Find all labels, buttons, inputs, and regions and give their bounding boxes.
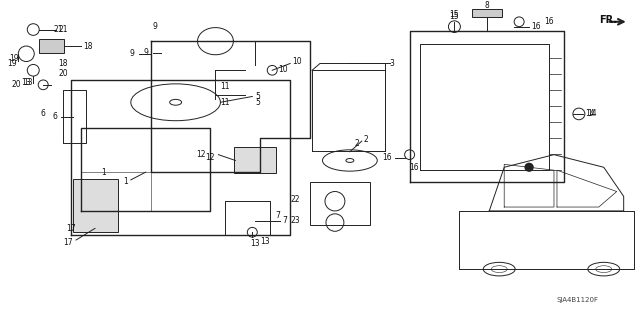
Text: 15: 15 [450, 12, 460, 21]
Text: 16: 16 [410, 163, 419, 172]
Text: 18: 18 [83, 41, 93, 50]
Bar [39, 39, 64, 53]
Text: 16: 16 [531, 22, 541, 31]
Text: 7: 7 [282, 216, 287, 225]
Text: 6: 6 [41, 109, 45, 118]
Text: 15: 15 [450, 11, 460, 19]
Text: 9: 9 [153, 22, 157, 31]
Text: 19: 19 [10, 54, 19, 63]
Text: 13: 13 [21, 78, 31, 87]
Text: 17: 17 [66, 224, 76, 233]
Text: 9: 9 [130, 49, 135, 58]
Text: 20: 20 [58, 69, 68, 78]
Text: 20: 20 [12, 80, 21, 89]
FancyBboxPatch shape [234, 147, 276, 173]
Bar [73, 179, 118, 232]
Text: 14: 14 [587, 109, 596, 118]
Text: 19: 19 [8, 59, 17, 68]
Text: 13: 13 [23, 78, 33, 87]
Text: 5: 5 [255, 92, 260, 101]
Text: 21: 21 [53, 25, 63, 34]
Text: 16: 16 [544, 17, 554, 26]
Text: 13: 13 [250, 239, 260, 249]
Text: FR.: FR. [599, 15, 617, 25]
Circle shape [525, 163, 533, 171]
Text: 9: 9 [144, 48, 148, 57]
Text: 17: 17 [63, 238, 73, 248]
Text: 10: 10 [278, 65, 288, 74]
Text: 16: 16 [382, 153, 392, 162]
Text: 1: 1 [123, 177, 128, 186]
Text: SJA4B1120F: SJA4B1120F [557, 297, 599, 303]
Text: 23: 23 [291, 216, 300, 225]
Text: 2: 2 [355, 138, 360, 147]
Text: 6: 6 [52, 112, 57, 121]
Text: 11: 11 [220, 82, 230, 91]
Text: 8: 8 [485, 1, 490, 10]
Bar [472, 9, 502, 17]
Text: 22: 22 [291, 195, 300, 204]
Text: 13: 13 [260, 237, 270, 247]
Text: 12: 12 [205, 153, 215, 162]
Text: 5: 5 [255, 98, 260, 107]
Text: 12: 12 [196, 150, 205, 159]
Text: 21: 21 [58, 25, 68, 34]
Text: 18: 18 [58, 59, 68, 68]
Text: 10: 10 [292, 57, 301, 66]
Text: 3: 3 [390, 59, 395, 68]
Text: 11: 11 [220, 98, 230, 107]
Text: 7: 7 [275, 211, 280, 220]
Text: 14: 14 [585, 109, 595, 118]
Bar [310, 182, 370, 226]
Text: 1: 1 [101, 167, 106, 177]
Text: 2: 2 [364, 135, 369, 144]
